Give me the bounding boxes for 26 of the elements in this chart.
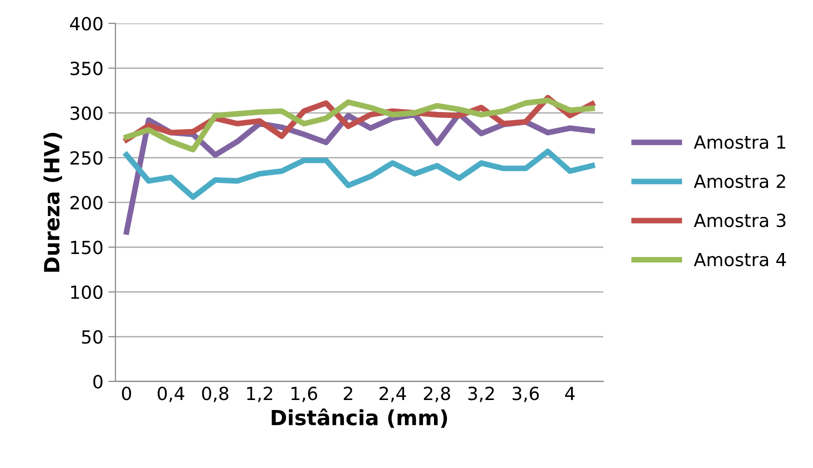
y-tick-label: 50 — [82, 330, 102, 344]
x-axis-title: Distância (mm) — [272, 408, 448, 428]
x-tick-label: 0 — [122, 386, 132, 400]
y-tick-label: 0 — [93, 374, 102, 389]
x-tick-label: 3,2 — [468, 386, 494, 402]
x-tick-label: 4 — [565, 386, 575, 400]
x-tick-label: 0,4 — [158, 386, 184, 402]
y-tick-label: 350 — [70, 62, 102, 76]
y-tick-label: 100 — [71, 285, 102, 300]
x-tick-label: 2,4 — [380, 386, 406, 402]
legend-label: Amostra 4 — [694, 252, 786, 266]
x-tick-label: 2,8 — [424, 386, 450, 402]
legend-label: Amostra 3 — [694, 214, 786, 228]
legend-label: Amostra 1 — [694, 136, 786, 149]
x-tick-label: 1,2 — [247, 386, 272, 402]
y-tick-label: 200 — [70, 196, 102, 210]
y-tick-label: 150 — [71, 240, 102, 254]
y-tick-label: 400 — [70, 16, 102, 31]
x-tick-label: 0,8 — [202, 386, 228, 402]
y-tick-label: 250 — [70, 151, 102, 165]
x-tick-label: 1,6 — [292, 386, 318, 402]
x-tick-label: 2 — [344, 386, 352, 400]
y-axis-title: Dureza (HV) — [43, 132, 62, 272]
y-tick-label: 300 — [70, 106, 102, 120]
legend-label: Amostra 2 — [694, 174, 786, 188]
x-tick-label: 3,6 — [512, 386, 539, 402]
